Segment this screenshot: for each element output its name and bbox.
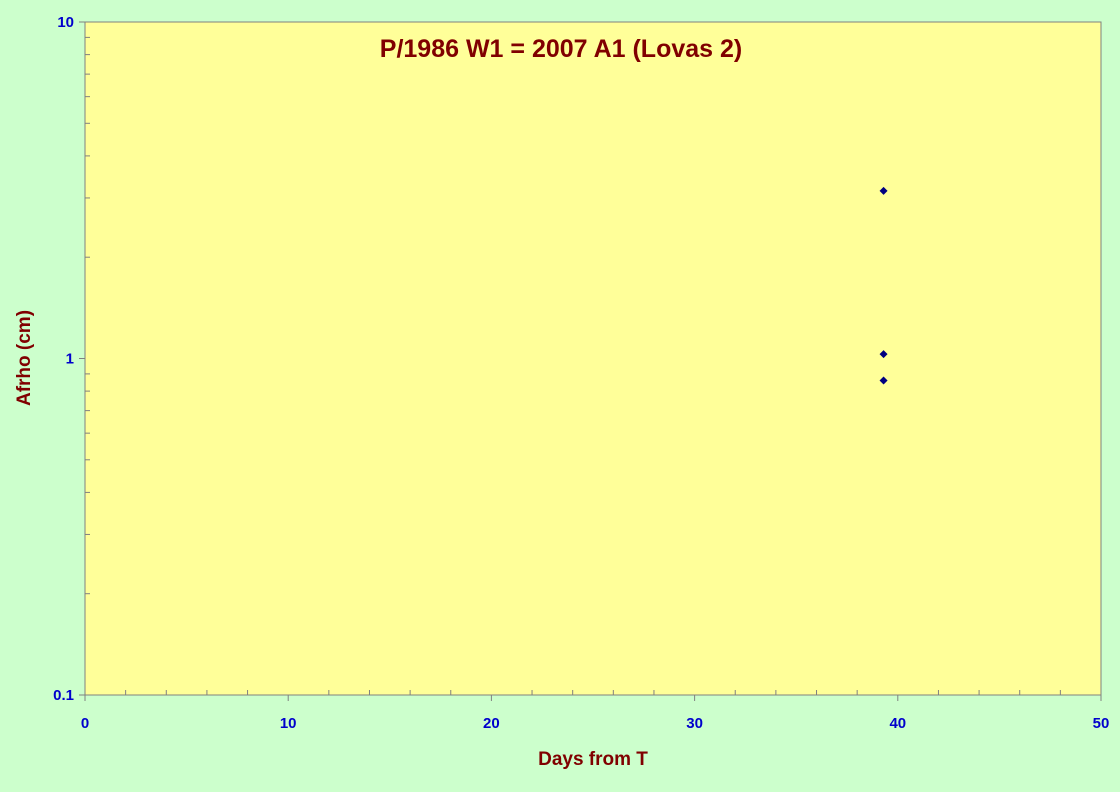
x-tick-label: 30 [686, 715, 703, 732]
chart-title: P/1986 W1 = 2007 A1 (Lovas 2) [380, 35, 742, 63]
x-tick-labels: 0 10 20 30 40 50 [81, 715, 1110, 732]
y-axis-label: Afrho (cm) [14, 310, 35, 406]
major-ticks [79, 21, 1102, 701]
x-tick-label: 40 [889, 715, 906, 732]
y-tick-labels: 0.1 1 10 [53, 14, 74, 704]
x-tick-label: 0 [81, 715, 89, 732]
data-point [879, 186, 888, 195]
y-tick-label: 0.1 [53, 687, 74, 704]
x-tick-label: 10 [280, 715, 297, 732]
y-tick-label: 1 [66, 351, 74, 368]
plot-area [84, 21, 1102, 696]
data-points [879, 186, 888, 385]
y-tick-label: 10 [57, 14, 74, 31]
data-point [879, 376, 888, 385]
x-axis-label: Days from T [538, 749, 648, 770]
x-tick-label: 50 [1093, 715, 1110, 732]
minor-ticks [85, 36, 1061, 695]
data-point [879, 350, 888, 359]
x-tick-label: 20 [483, 715, 500, 732]
